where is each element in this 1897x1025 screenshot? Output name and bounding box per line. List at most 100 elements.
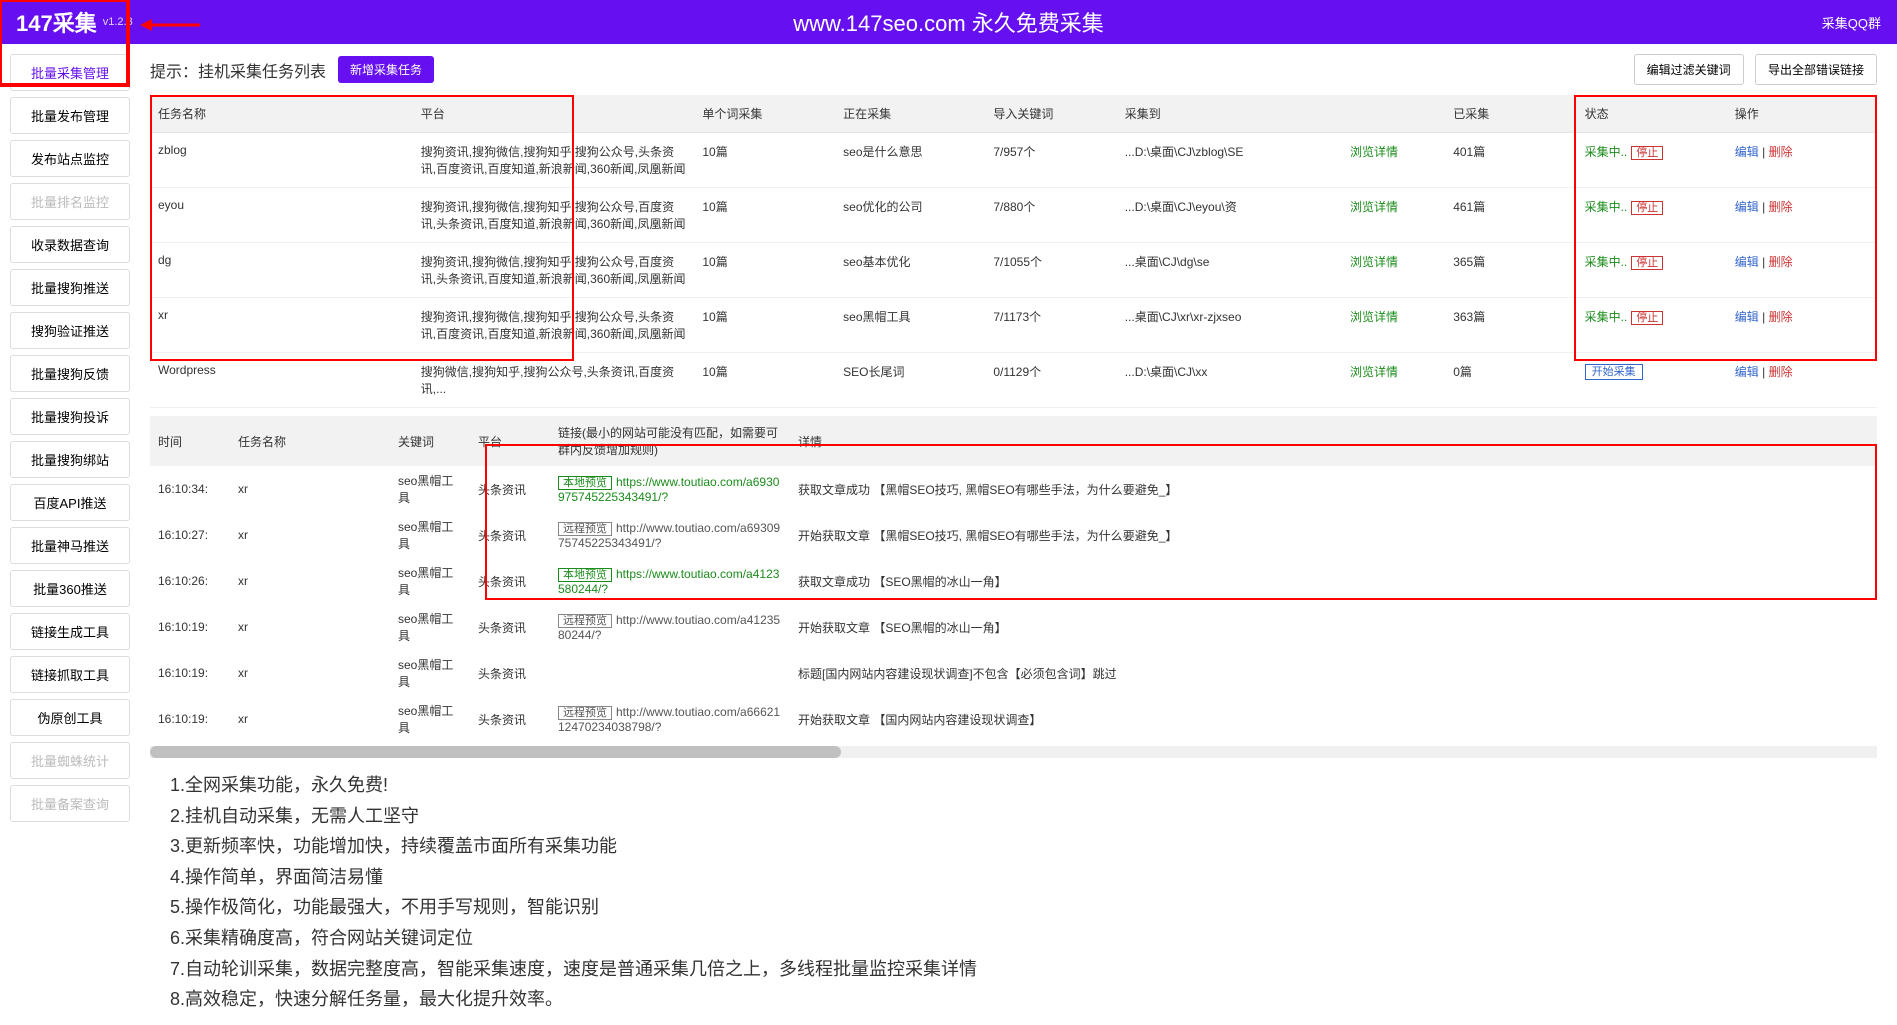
task-col-header: 正在采集 bbox=[835, 95, 985, 133]
view-detail-link[interactable]: 浏览详情 bbox=[1350, 200, 1398, 214]
status-text: 采集中.. bbox=[1585, 145, 1628, 159]
delete-link[interactable]: 删除 bbox=[1769, 255, 1793, 269]
export-errors-button[interactable]: 导出全部错误链接 bbox=[1755, 54, 1877, 85]
task-collected: 401篇 bbox=[1445, 133, 1576, 188]
sidebar-item-11[interactable]: 批量神马推送 bbox=[10, 527, 130, 564]
task-collected: 363篇 bbox=[1445, 298, 1576, 353]
preview-tag[interactable]: 远程预览 bbox=[558, 522, 612, 536]
horizontal-scrollbar[interactable] bbox=[150, 746, 1877, 758]
log-keyword: seo黑帽工具 bbox=[390, 696, 470, 742]
tip-label: 提示：挂机采集任务列表 bbox=[150, 58, 326, 82]
preview-tag[interactable]: 远程预览 bbox=[558, 706, 612, 720]
log-task: xr bbox=[230, 604, 390, 650]
edit-link[interactable]: 编辑 bbox=[1735, 145, 1759, 159]
sidebar-item-14[interactable]: 链接抓取工具 bbox=[10, 656, 130, 693]
sidebar-item-13[interactable]: 链接生成工具 bbox=[10, 613, 130, 650]
delete-link[interactable]: 删除 bbox=[1769, 365, 1793, 379]
log-table: 时间任务名称关键词平台链接(最小的网站可能没有匹配，如需要可群内反馈增加规则)详… bbox=[150, 416, 1877, 742]
task-col-header: 已采集 bbox=[1445, 95, 1576, 133]
sidebar-item-6[interactable]: 搜狗验证推送 bbox=[10, 312, 130, 349]
filter-keywords-button[interactable]: 编辑过滤关键词 bbox=[1634, 54, 1744, 85]
sidebar-item-4[interactable]: 收录数据查询 bbox=[10, 226, 130, 263]
status-text: 采集中.. bbox=[1585, 200, 1628, 214]
edit-link[interactable]: 编辑 bbox=[1735, 255, 1759, 269]
preview-tag[interactable]: 本地预览 bbox=[558, 568, 612, 582]
log-keyword: seo黑帽工具 bbox=[390, 558, 470, 604]
log-time: 16:10:34: bbox=[150, 466, 230, 512]
edit-link[interactable]: 编辑 bbox=[1735, 310, 1759, 324]
task-col-header: 采集到 bbox=[1117, 95, 1342, 133]
task-collected: 365篇 bbox=[1445, 243, 1576, 298]
sidebar-item-1[interactable]: 批量发布管理 bbox=[10, 97, 130, 134]
task-path: ...D:\桌面\CJ\zblog\SE bbox=[1117, 133, 1342, 188]
log-col-header: 链接(最小的网站可能没有匹配，如需要可群内反馈增加规则) bbox=[550, 416, 790, 466]
task-kw: 7/880个 bbox=[985, 188, 1116, 243]
start-button[interactable]: 开始采集 bbox=[1585, 364, 1643, 380]
stop-button[interactable]: 停止 bbox=[1631, 311, 1663, 325]
log-time: 16:10:19: bbox=[150, 696, 230, 742]
log-task: xr bbox=[230, 512, 390, 558]
table-row: Wordpress搜狗微信,搜狗知乎,搜狗公众号,头条资讯,百度资讯,...10… bbox=[150, 353, 1877, 408]
view-detail-link[interactable]: 浏览详情 bbox=[1350, 310, 1398, 324]
task-col-header: 任务名称 bbox=[150, 95, 413, 133]
delete-link[interactable]: 删除 bbox=[1769, 310, 1793, 324]
task-single: 10篇 bbox=[694, 298, 835, 353]
delete-link[interactable]: 删除 bbox=[1769, 145, 1793, 159]
log-col-header: 平台 bbox=[470, 416, 550, 466]
sidebar-item-2[interactable]: 发布站点监控 bbox=[10, 140, 130, 177]
sidebar-item-7[interactable]: 批量搜狗反馈 bbox=[10, 355, 130, 392]
view-detail-link[interactable]: 浏览详情 bbox=[1350, 365, 1398, 379]
feature-line: 2.挂机自动采集，无需人工坚守 bbox=[170, 801, 1877, 832]
task-col-header: 单个词采集 bbox=[694, 95, 835, 133]
task-col-header: 操作 bbox=[1727, 95, 1877, 133]
task-path: ...桌面\CJ\xr\xr-zjxseo bbox=[1117, 298, 1342, 353]
task-now: SEO长尾词 bbox=[835, 353, 985, 408]
sidebar-item-17[interactable]: 批量备案查询 bbox=[10, 785, 130, 822]
preview-tag[interactable]: 本地预览 bbox=[558, 476, 612, 490]
preview-tag[interactable]: 远程预览 bbox=[558, 614, 612, 628]
sidebar-item-0[interactable]: 批量采集管理 bbox=[10, 54, 130, 91]
feature-line: 7.自动轮训采集，数据完整度高，智能采集速度，速度是普通采集几倍之上，多线程批量… bbox=[170, 954, 1877, 985]
task-col-header: 导入关键词 bbox=[985, 95, 1116, 133]
table-row: xr搜狗资讯,搜狗微信,搜狗知乎,搜狗公众号,头条资讯,百度资讯,百度知道,新浪… bbox=[150, 298, 1877, 353]
feature-line: 5.操作极简化，功能最强大，不用手写规则，智能识别 bbox=[170, 892, 1877, 923]
sidebar-item-9[interactable]: 批量搜狗绑站 bbox=[10, 441, 130, 478]
task-col-header bbox=[1342, 95, 1445, 133]
sidebar-item-15[interactable]: 伪原创工具 bbox=[10, 699, 130, 736]
log-time: 16:10:19: bbox=[150, 650, 230, 696]
task-platform: 搜狗资讯,搜狗微信,搜狗知乎,搜狗公众号,百度资讯,头条资讯,百度知道,新浪新闻… bbox=[413, 243, 695, 298]
qq-group-link[interactable]: 采集QQ群 bbox=[1822, 13, 1881, 32]
task-collected: 0篇 bbox=[1445, 353, 1576, 408]
log-row: 16:10:26:xrseo黑帽工具头条资讯本地预览https://www.to… bbox=[150, 558, 1877, 604]
sidebar-item-12[interactable]: 批量360推送 bbox=[10, 570, 130, 607]
sidebar-item-8[interactable]: 批量搜狗投诉 bbox=[10, 398, 130, 435]
log-detail: 获取文章成功 【黑帽SEO技巧, 黑帽SEO有哪些手法，为什么要避免_】 bbox=[790, 466, 1877, 512]
stop-button[interactable]: 停止 bbox=[1631, 146, 1663, 160]
task-single: 10篇 bbox=[694, 133, 835, 188]
task-kw: 7/957个 bbox=[985, 133, 1116, 188]
feature-line: 3.更新频率快，功能增加快，持续覆盖市面所有采集功能 bbox=[170, 831, 1877, 862]
log-task: xr bbox=[230, 466, 390, 512]
sidebar-item-10[interactable]: 百度API推送 bbox=[10, 484, 130, 521]
stop-button[interactable]: 停止 bbox=[1631, 201, 1663, 215]
log-col-header: 时间 bbox=[150, 416, 230, 466]
edit-link[interactable]: 编辑 bbox=[1735, 365, 1759, 379]
delete-link[interactable]: 删除 bbox=[1769, 200, 1793, 214]
new-task-button[interactable]: 新增采集任务 bbox=[338, 56, 434, 83]
table-row: zblog搜狗资讯,搜狗微信,搜狗知乎,搜狗公众号,头条资讯,百度资讯,百度知道… bbox=[150, 133, 1877, 188]
task-platform: 搜狗资讯,搜狗微信,搜狗知乎,搜狗公众号,头条资讯,百度资讯,百度知道,新浪新闻… bbox=[413, 133, 695, 188]
view-detail-link[interactable]: 浏览详情 bbox=[1350, 145, 1398, 159]
log-row: 16:10:34:xrseo黑帽工具头条资讯本地预览https://www.to… bbox=[150, 466, 1877, 512]
task-now: seo优化的公司 bbox=[835, 188, 985, 243]
view-detail-link[interactable]: 浏览详情 bbox=[1350, 255, 1398, 269]
sidebar-item-16[interactable]: 批量蜘蛛统计 bbox=[10, 742, 130, 779]
sidebar-item-3[interactable]: 批量排名监控 bbox=[10, 183, 130, 220]
task-platform: 搜狗微信,搜狗知乎,搜狗公众号,头条资讯,百度资讯,... bbox=[413, 353, 695, 408]
log-time: 16:10:26: bbox=[150, 558, 230, 604]
log-keyword: seo黑帽工具 bbox=[390, 650, 470, 696]
sidebar-item-5[interactable]: 批量搜狗推送 bbox=[10, 269, 130, 306]
log-keyword: seo黑帽工具 bbox=[390, 466, 470, 512]
stop-button[interactable]: 停止 bbox=[1631, 256, 1663, 270]
edit-link[interactable]: 编辑 bbox=[1735, 200, 1759, 214]
log-col-header: 关键词 bbox=[390, 416, 470, 466]
